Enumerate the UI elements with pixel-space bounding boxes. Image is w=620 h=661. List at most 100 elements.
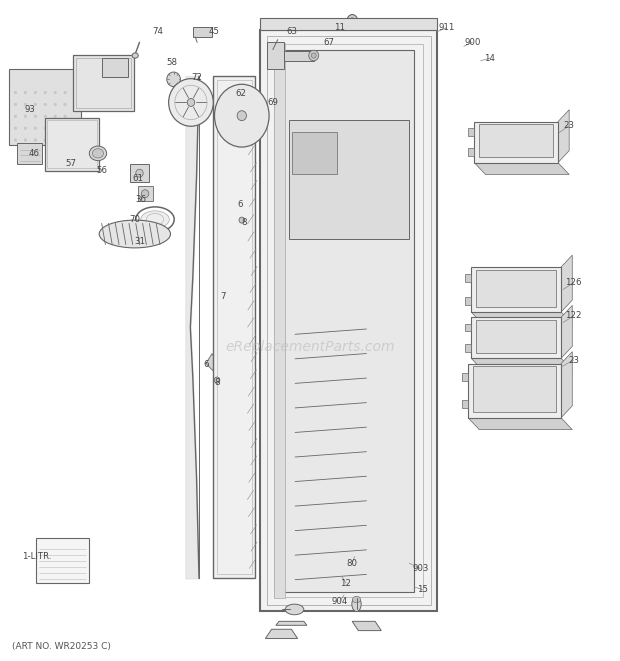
Bar — [217, 80, 252, 574]
Text: 7: 7 — [221, 292, 226, 301]
Ellipse shape — [44, 103, 46, 106]
Ellipse shape — [34, 103, 37, 106]
Bar — [289, 120, 409, 239]
Ellipse shape — [215, 377, 219, 383]
Ellipse shape — [34, 127, 37, 130]
Ellipse shape — [14, 139, 17, 141]
Bar — [130, 164, 149, 182]
Ellipse shape — [34, 91, 37, 94]
Bar — [267, 42, 284, 69]
Ellipse shape — [89, 146, 107, 161]
Ellipse shape — [64, 91, 66, 94]
Bar — [36, 538, 89, 583]
Polygon shape — [227, 116, 242, 137]
Text: 69: 69 — [267, 98, 278, 107]
Ellipse shape — [44, 91, 46, 94]
Ellipse shape — [34, 139, 37, 141]
Ellipse shape — [54, 115, 56, 118]
Polygon shape — [219, 111, 242, 116]
Text: 80: 80 — [347, 559, 358, 568]
Ellipse shape — [64, 139, 66, 141]
Ellipse shape — [14, 127, 17, 130]
Ellipse shape — [64, 127, 66, 130]
Ellipse shape — [132, 53, 138, 58]
Ellipse shape — [99, 220, 170, 248]
Polygon shape — [241, 116, 250, 141]
Text: 122: 122 — [565, 311, 582, 321]
Ellipse shape — [92, 149, 104, 158]
Ellipse shape — [187, 98, 195, 106]
Polygon shape — [468, 418, 572, 430]
Text: 70: 70 — [130, 215, 141, 224]
Bar — [476, 320, 556, 353]
Bar — [474, 122, 558, 163]
Text: 74: 74 — [153, 27, 164, 36]
Ellipse shape — [309, 50, 319, 61]
Ellipse shape — [64, 115, 66, 118]
Bar — [465, 323, 471, 331]
Text: 45: 45 — [208, 27, 219, 36]
Polygon shape — [474, 163, 569, 175]
Text: 903: 903 — [412, 564, 428, 573]
Text: 93: 93 — [24, 104, 35, 114]
Text: 911: 911 — [438, 23, 454, 32]
Bar — [274, 44, 423, 597]
Ellipse shape — [141, 211, 169, 228]
Ellipse shape — [239, 217, 244, 223]
Bar — [462, 400, 468, 408]
Bar — [471, 267, 561, 312]
Text: 904: 904 — [332, 597, 348, 606]
Bar — [274, 43, 285, 598]
Ellipse shape — [54, 127, 56, 130]
Ellipse shape — [44, 127, 46, 130]
Bar — [468, 128, 474, 136]
Bar — [45, 118, 99, 171]
Bar — [465, 344, 471, 352]
Text: 900: 900 — [464, 38, 480, 47]
Text: 14: 14 — [484, 54, 495, 63]
Ellipse shape — [169, 79, 213, 126]
Bar — [465, 274, 471, 282]
Ellipse shape — [349, 18, 355, 26]
Bar — [260, 18, 437, 30]
Ellipse shape — [34, 115, 37, 118]
Polygon shape — [206, 354, 218, 371]
Bar — [17, 143, 42, 164]
Polygon shape — [561, 255, 572, 312]
Ellipse shape — [54, 103, 56, 106]
Bar — [476, 270, 556, 307]
Bar — [479, 124, 553, 157]
Text: eReplacementParts.com: eReplacementParts.com — [225, 340, 395, 354]
Ellipse shape — [352, 596, 360, 603]
Bar — [471, 317, 561, 358]
Text: 23: 23 — [564, 121, 575, 130]
Text: 1-LITR.: 1-LITR. — [22, 552, 52, 561]
Polygon shape — [234, 201, 244, 212]
Text: 62: 62 — [235, 89, 246, 98]
Polygon shape — [561, 352, 572, 418]
Ellipse shape — [285, 604, 304, 615]
Ellipse shape — [44, 139, 46, 141]
Text: 57: 57 — [66, 159, 77, 169]
Ellipse shape — [237, 111, 247, 121]
Text: 11: 11 — [334, 23, 345, 32]
Bar — [193, 27, 212, 37]
Bar — [73, 55, 134, 111]
Bar — [76, 58, 131, 108]
Text: 63: 63 — [286, 27, 297, 36]
Text: 6: 6 — [203, 360, 208, 369]
Ellipse shape — [352, 597, 361, 611]
Polygon shape — [558, 110, 569, 163]
Polygon shape — [242, 95, 257, 116]
Text: 56: 56 — [97, 166, 108, 175]
Bar — [462, 373, 468, 381]
Bar — [284, 51, 314, 61]
Bar — [260, 30, 437, 611]
Text: 67: 67 — [323, 38, 334, 47]
Text: 8: 8 — [242, 217, 247, 227]
Text: 46: 46 — [29, 149, 40, 158]
Text: 31: 31 — [134, 237, 145, 247]
Ellipse shape — [44, 115, 46, 118]
Text: 72: 72 — [192, 73, 203, 83]
Bar — [138, 186, 153, 201]
